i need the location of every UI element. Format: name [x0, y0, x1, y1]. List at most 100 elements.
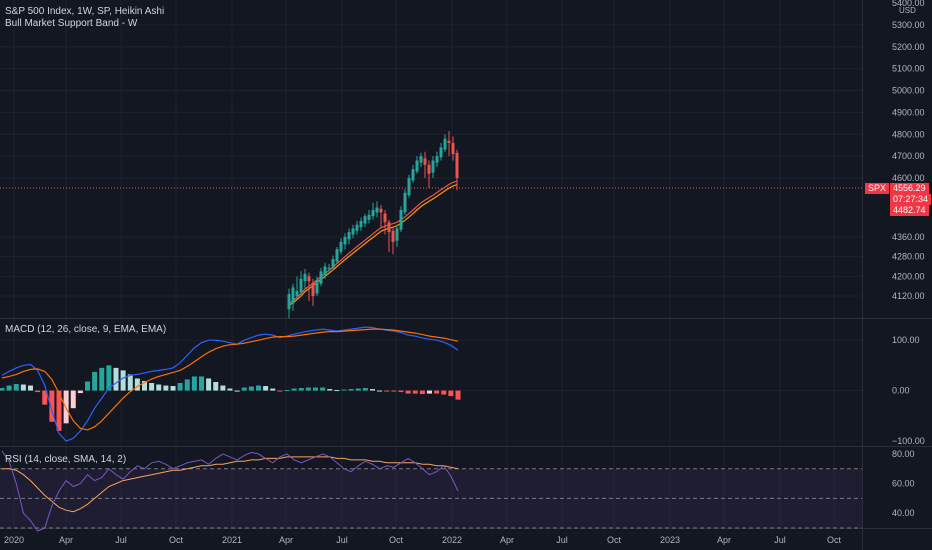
price-tick-label: 4900.00 [892, 107, 925, 117]
macd-hist-bar [85, 381, 90, 391]
candle-body [371, 209, 375, 217]
macd-hist-bar [284, 390, 290, 392]
macd-hist-bar [441, 390, 447, 395]
macd-hist-bar [42, 390, 48, 405]
macd-hist-bar [13, 384, 19, 391]
candle-body [439, 147, 443, 158]
macd-hist-bar [134, 378, 140, 391]
macd-hist-bar [341, 389, 347, 391]
countdown-tag: 07:27:34 [890, 194, 932, 205]
time-axis-label: Oct [607, 535, 622, 545]
macd-hist-bar [106, 365, 112, 391]
candle-body [359, 221, 363, 228]
macd-hist-bar [405, 390, 411, 394]
time-axis-label: Oct [827, 535, 842, 545]
time-axis-label: Jul [556, 535, 568, 545]
time-axis-label: Oct [389, 535, 404, 545]
candle-body [447, 140, 451, 143]
macd-hist-bar [270, 388, 276, 391]
macd-hist-bar [28, 385, 33, 391]
macd-hist-bar [120, 370, 126, 391]
time-axis-label: Apr [279, 535, 293, 545]
macd-hist-bar [6, 385, 12, 391]
macd-hist-bar [234, 390, 240, 392]
candle-body [375, 207, 379, 213]
macd-hist-bar [206, 378, 212, 391]
price-tick-label: 4700.00 [892, 151, 925, 161]
macd-hist-bar [142, 380, 147, 391]
macd-hist-bar [398, 390, 404, 393]
rsi-ma-line [2, 456, 459, 513]
macd-hist-bar [127, 374, 133, 391]
macd-hist-bar [291, 388, 297, 391]
macd-hist-bar [298, 388, 304, 391]
macd-hist-bar [348, 389, 354, 391]
macd-pane[interactable] [0, 326, 461, 442]
time-axis-label: Apr [59, 535, 73, 545]
candle-body [451, 143, 455, 154]
macd-hist-bar [277, 390, 283, 392]
macd-hist-bar [156, 384, 162, 391]
time-axis-label: 2022 [442, 535, 462, 545]
macd-hist-bar [313, 387, 318, 391]
candle-body [323, 266, 327, 276]
candle-body [443, 138, 447, 150]
candle-body [411, 169, 415, 181]
candle-body [423, 158, 427, 165]
candle-body [363, 216, 367, 224]
last-price-tag: 4556.29 [890, 183, 929, 194]
macd-tick-label: 100.00 [892, 335, 920, 345]
macd-hist-bar [149, 383, 155, 391]
candle-body [387, 222, 391, 233]
rsi-pane[interactable] [0, 450, 862, 532]
macd-hist-bar [170, 386, 176, 391]
price-tick-label: 4360.00 [892, 232, 925, 242]
candle-body [303, 273, 307, 282]
macd-hist-bar [455, 390, 461, 400]
macd-hist-bar [248, 386, 254, 391]
macd-hist-bar [56, 390, 62, 431]
rsi-label: RSI (14, close, SMA, 14, 2) [5, 454, 127, 465]
candle-body [311, 282, 315, 296]
candle-body [383, 213, 387, 223]
candle-body [295, 291, 299, 296]
candle-body [379, 208, 383, 213]
macd-tick-label: −100.00 [892, 436, 925, 446]
candle-body [327, 267, 331, 269]
indicator-label: Bull Market Support Band - W [5, 18, 138, 29]
price-tick-label: 5400.00 [892, 0, 925, 8]
rsi-line [1, 450, 459, 532]
time-axis-label: Jul [115, 535, 127, 545]
macd-hist-bar [191, 376, 197, 391]
rsi-tick-label: 80.00 [892, 449, 915, 459]
candle-body [419, 156, 423, 163]
price-pane[interactable] [0, 130, 862, 319]
price-tick-label: 4600.00 [892, 173, 925, 183]
candle-body [415, 160, 419, 172]
price-tick-label: 4280.00 [892, 252, 925, 262]
candle-body [291, 287, 295, 304]
macd-hist-bar [184, 379, 190, 391]
symbol-tag: SPX [865, 183, 890, 194]
time-axis-label: Jul [336, 535, 348, 545]
macd-hist-bar [327, 389, 333, 391]
macd-hist-bar [320, 387, 326, 391]
candle-body [331, 259, 335, 268]
time-axis-label: 2020 [4, 535, 24, 545]
candle-body [407, 178, 411, 196]
macd-hist-bar [334, 390, 340, 392]
macd-hist-bar [370, 389, 375, 391]
time-axis-label: Jul [774, 535, 786, 545]
candle-body [299, 278, 303, 293]
macd-hist-bar [419, 390, 425, 395]
macd-hist-bar [0, 388, 5, 391]
candle-body [427, 164, 431, 174]
macd-hist-bar [213, 381, 219, 391]
macd-hist-bar [70, 390, 76, 409]
candle-body [315, 280, 319, 294]
candle-body [367, 214, 371, 220]
macd-hist-bar [362, 388, 368, 391]
time-axis-label: Apr [717, 535, 731, 545]
macd-hist-bar [427, 390, 432, 394]
